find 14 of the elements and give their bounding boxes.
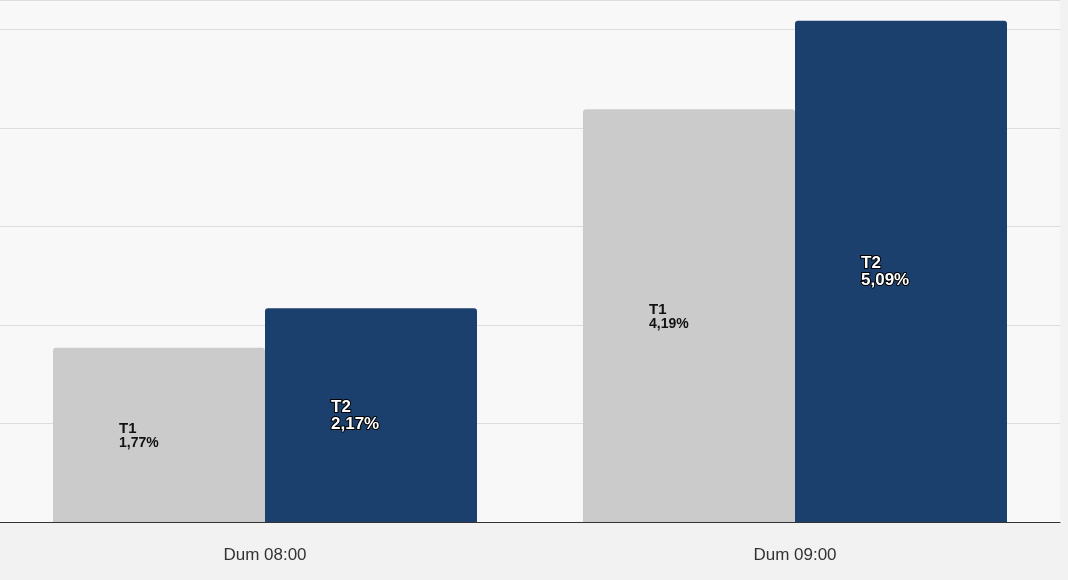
data-label: 5,09% [861, 270, 910, 290]
data-label: 1,77% [119, 434, 160, 451]
data-label: 4,19% [649, 315, 690, 332]
bar [795, 20, 1007, 522]
bar [265, 308, 477, 522]
x-tick-label: Dum 09:00 [753, 545, 837, 564]
x-tick-label: Dum 08:00 [223, 545, 307, 564]
text: T1 [649, 300, 667, 318]
series-label: T1 [119, 419, 137, 437]
series-label: T2 [331, 397, 351, 417]
text: T2 [861, 253, 881, 273]
data-label: 2,17% [331, 414, 380, 434]
bar [583, 109, 795, 522]
bar [53, 347, 265, 522]
